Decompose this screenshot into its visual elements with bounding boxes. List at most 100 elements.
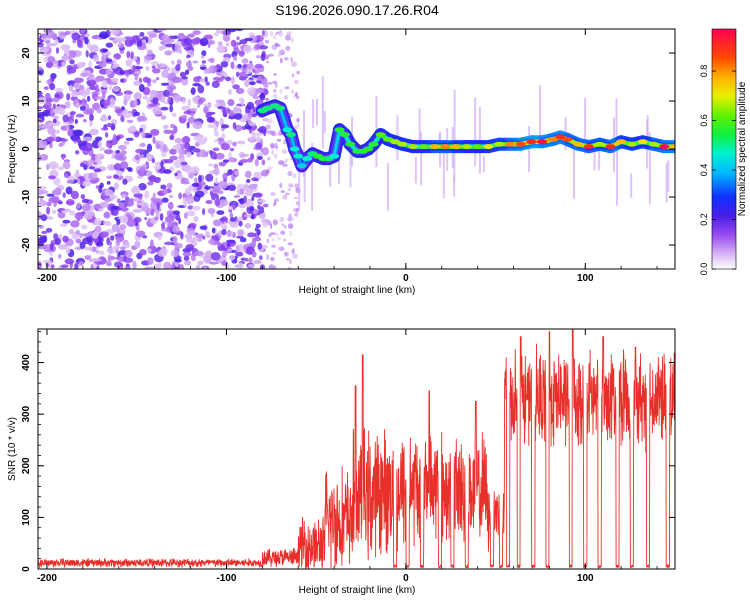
noise-blob bbox=[96, 107, 102, 114]
noise-blob bbox=[79, 232, 83, 239]
noise-blob bbox=[226, 42, 230, 47]
noise-blob bbox=[139, 166, 146, 174]
noise-blob bbox=[132, 64, 136, 73]
streak bbox=[593, 141, 596, 171]
noise-blob bbox=[187, 66, 194, 71]
noise-blob bbox=[113, 57, 117, 65]
noise-blob bbox=[197, 98, 204, 105]
noise-blob bbox=[296, 117, 300, 123]
track-node bbox=[339, 132, 350, 138]
noise-blob bbox=[257, 156, 263, 160]
noise-blob bbox=[46, 201, 52, 207]
noise-blob bbox=[127, 110, 132, 114]
noise-blob bbox=[293, 125, 298, 130]
noise-blob bbox=[197, 260, 204, 265]
noise-blob bbox=[81, 198, 90, 204]
noise-blob bbox=[47, 43, 57, 47]
noise-blob bbox=[251, 239, 256, 248]
noise-blob bbox=[77, 138, 82, 144]
noise-blob bbox=[150, 208, 155, 216]
noise-blob bbox=[70, 190, 79, 200]
noise-blob bbox=[90, 264, 94, 269]
noise-blob bbox=[121, 193, 127, 199]
noise-blob bbox=[129, 198, 134, 202]
noise-blob bbox=[66, 124, 70, 132]
noise-blob bbox=[182, 198, 187, 207]
noise-blob bbox=[91, 140, 101, 149]
spectrogram-ylabel: Frequency (Hz) bbox=[7, 115, 18, 184]
noise-blob bbox=[202, 235, 206, 240]
noise-blob bbox=[290, 217, 294, 221]
noise-blob bbox=[275, 232, 279, 237]
noise-blob bbox=[124, 38, 134, 47]
noise-blob bbox=[78, 89, 87, 96]
noise-blob bbox=[75, 229, 81, 236]
noise-blob bbox=[254, 63, 264, 69]
noise-blob bbox=[274, 132, 279, 136]
noise-blob bbox=[291, 248, 295, 255]
noise-blob bbox=[94, 225, 102, 233]
noise-blob bbox=[125, 137, 134, 141]
noise-blob bbox=[267, 166, 273, 170]
noise-blob bbox=[79, 105, 86, 111]
noise-blob bbox=[206, 116, 215, 123]
noise-blob bbox=[122, 216, 129, 224]
noise-blob bbox=[193, 215, 199, 223]
noise-blob bbox=[286, 31, 292, 36]
noise-blob bbox=[113, 163, 122, 171]
noise-blob bbox=[47, 127, 56, 135]
noise-blob bbox=[244, 214, 253, 218]
chart-title: S196.2026.090.17.26.R04 bbox=[275, 2, 439, 18]
noise-blob bbox=[216, 79, 224, 82]
noise-blob bbox=[274, 143, 278, 146]
noise-blob bbox=[80, 176, 84, 185]
noise-blob bbox=[239, 159, 249, 163]
noise-blob bbox=[218, 199, 229, 207]
noise-blob bbox=[235, 244, 240, 253]
noise-blob bbox=[274, 221, 278, 224]
noise-blob bbox=[239, 204, 246, 209]
noise-blob bbox=[84, 255, 91, 260]
noise-blob bbox=[291, 61, 297, 67]
noise-blob bbox=[287, 170, 293, 177]
track-node bbox=[616, 139, 627, 145]
noise-blob bbox=[130, 51, 134, 59]
noise-blob bbox=[210, 251, 221, 261]
noise-blob bbox=[266, 238, 270, 244]
noise-blob bbox=[203, 103, 212, 107]
noise-blob bbox=[296, 122, 300, 128]
track-node bbox=[329, 153, 340, 159]
noise-blob bbox=[124, 36, 133, 40]
noise-blob bbox=[52, 97, 60, 103]
noise-blob bbox=[180, 181, 190, 185]
noise-blob bbox=[195, 264, 201, 269]
noise-blob bbox=[260, 53, 266, 61]
track-node bbox=[626, 141, 637, 147]
noise-blob bbox=[88, 44, 99, 53]
noise-blob bbox=[122, 69, 132, 74]
noise-blob bbox=[261, 147, 269, 156]
y-tick-label: 100 bbox=[21, 509, 32, 526]
noise-blob bbox=[211, 185, 221, 193]
noise-blob bbox=[134, 73, 139, 81]
noise-blob bbox=[241, 58, 249, 64]
noise-blob bbox=[213, 167, 220, 176]
noise-blob bbox=[111, 209, 119, 216]
noise-blob bbox=[144, 190, 150, 199]
noise-blob bbox=[157, 29, 167, 32]
noise-blob bbox=[237, 63, 242, 69]
noise-blob bbox=[114, 152, 124, 161]
noise-blob bbox=[291, 37, 294, 43]
noise-blob bbox=[183, 212, 188, 219]
noise-blob bbox=[279, 88, 283, 95]
noise-blob bbox=[88, 79, 97, 86]
noise-field bbox=[38, 29, 301, 269]
noise-blob bbox=[201, 60, 207, 64]
noise-blob bbox=[270, 130, 274, 136]
noise-blob bbox=[188, 230, 197, 236]
noise-blob bbox=[94, 218, 102, 226]
noise-blob bbox=[252, 260, 262, 264]
